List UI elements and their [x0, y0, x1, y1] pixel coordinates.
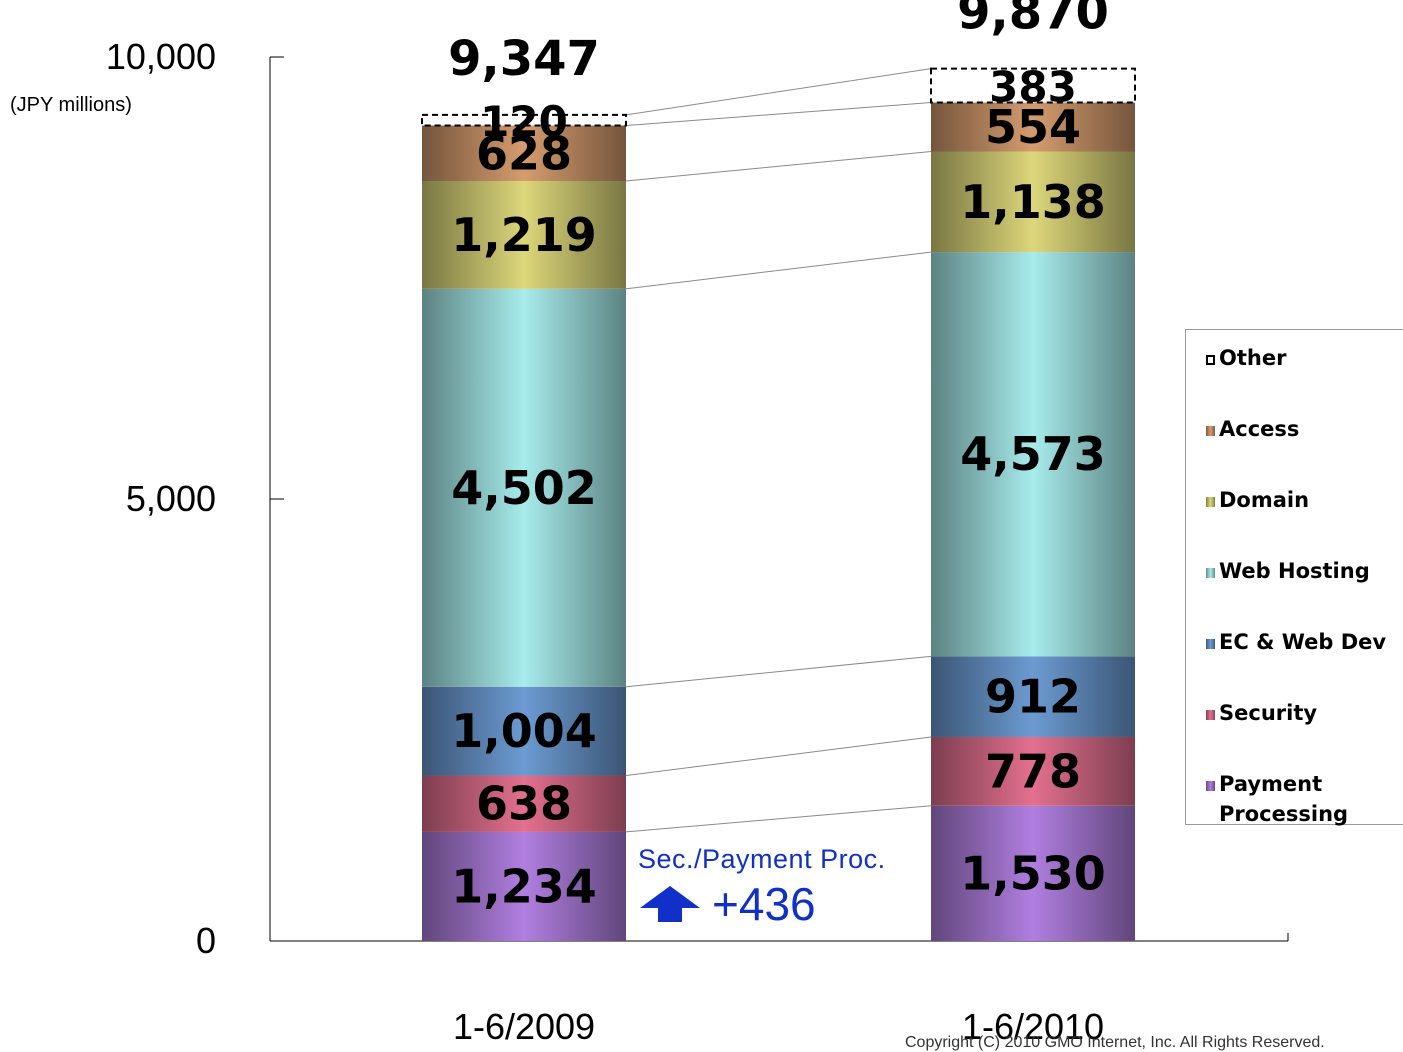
legend-label: Web Hosting [1219, 559, 1370, 583]
y-tick-label: 0 [196, 920, 216, 961]
annotation-value: +436 [712, 878, 816, 930]
bar-segment-domain [422, 181, 626, 289]
legend-item: Security [1206, 701, 1317, 728]
segment-value-label: 912 [985, 670, 1081, 724]
y-axis-unit-label: (JPY millions) [10, 94, 132, 116]
legend-item: Domain [1206, 488, 1309, 515]
bar-segment-web-hosting [931, 252, 1135, 657]
legend-swatch [1206, 497, 1215, 507]
bar-segment-web-hosting [422, 288, 626, 687]
bar-segment-access [422, 125, 626, 182]
legend-label: Other [1219, 346, 1287, 370]
segment-value-label: 120 [480, 97, 568, 146]
segment-value-label: 554 [985, 100, 1081, 154]
growth-annotation: Sec./Payment Proc. +436 [638, 844, 886, 927]
legend-swatch [1206, 426, 1215, 436]
segment-connector-line [625, 102, 932, 127]
legend-swatch [1206, 568, 1215, 578]
y-tick-label: 5,000 [126, 478, 216, 519]
segment-value-label: 1,234 [451, 859, 597, 913]
legend-item: EC & Web Dev [1206, 630, 1386, 657]
copyright-notice: Copyright (C) 2010 GMO Internet, Inc. Al… [905, 1034, 1325, 1051]
segment-value-label: 1,004 [451, 704, 597, 758]
bar-segment-domain [931, 151, 1135, 253]
segment-connector-line [625, 736, 932, 777]
segment-value-label: 1,530 [960, 846, 1106, 900]
legend-label: Payment Processing [1219, 772, 1349, 826]
segment-value-label: 778 [985, 744, 1081, 798]
legend-label: Security [1219, 701, 1318, 725]
x-category-label: 1-6/2010 [962, 1006, 1104, 1047]
segment-value-label: 638 [476, 777, 572, 831]
bar-segment-payment-processing [422, 831, 626, 941]
chart-legend: Other Access Domain Web Hosting EC & Web Dev… [1185, 329, 1403, 826]
bar-segment-security [422, 775, 626, 832]
legend-label: EC & Web Dev [1219, 630, 1387, 654]
y-tick-label: 10,000 [106, 36, 216, 77]
bar-total-label: 9,347 [448, 31, 600, 87]
legend-item: Payment Processing [1206, 772, 1359, 829]
bar-total-label: 9,870 [957, 0, 1109, 41]
segment-connector-line [625, 805, 932, 833]
bar-segment-payment-processing [931, 805, 1135, 941]
bar-segment-other [930, 67, 1136, 104]
segment-value-label: 4,573 [960, 427, 1106, 481]
x-category-label: 1-6/2009 [453, 1006, 595, 1047]
segment-connector-line [625, 68, 932, 116]
annotation-text: Sec./Payment Proc. [638, 844, 886, 874]
legend-label: Access [1219, 417, 1300, 441]
bar-segment-ec-web-dev [422, 686, 626, 776]
legend-swatch [1206, 355, 1215, 365]
segment-value-label: 383 [989, 63, 1077, 112]
segment-value-label: 1,219 [451, 208, 597, 262]
segment-connector-line [625, 655, 932, 688]
up-arrow-icon [640, 886, 700, 922]
legend-item: Web Hosting [1206, 559, 1370, 586]
legend-item: Access [1206, 417, 1299, 444]
bar-segment-ec-web-dev [931, 656, 1135, 737]
segment-connector-line [625, 251, 932, 290]
legend-label: Domain [1219, 488, 1310, 512]
legend-swatch [1206, 710, 1215, 720]
segment-value-label: 4,502 [451, 461, 597, 515]
legend-item: Other [1206, 346, 1286, 373]
bar-segment-access [931, 102, 1135, 152]
legend-swatch [1206, 781, 1215, 791]
bar-segment-security [931, 736, 1135, 806]
segment-value-label: 1,138 [960, 175, 1106, 229]
bar-segment-other [421, 113, 627, 127]
segment-connector-line [625, 151, 932, 182]
legend-swatch [1206, 639, 1215, 649]
segment-value-label: 628 [476, 126, 572, 180]
